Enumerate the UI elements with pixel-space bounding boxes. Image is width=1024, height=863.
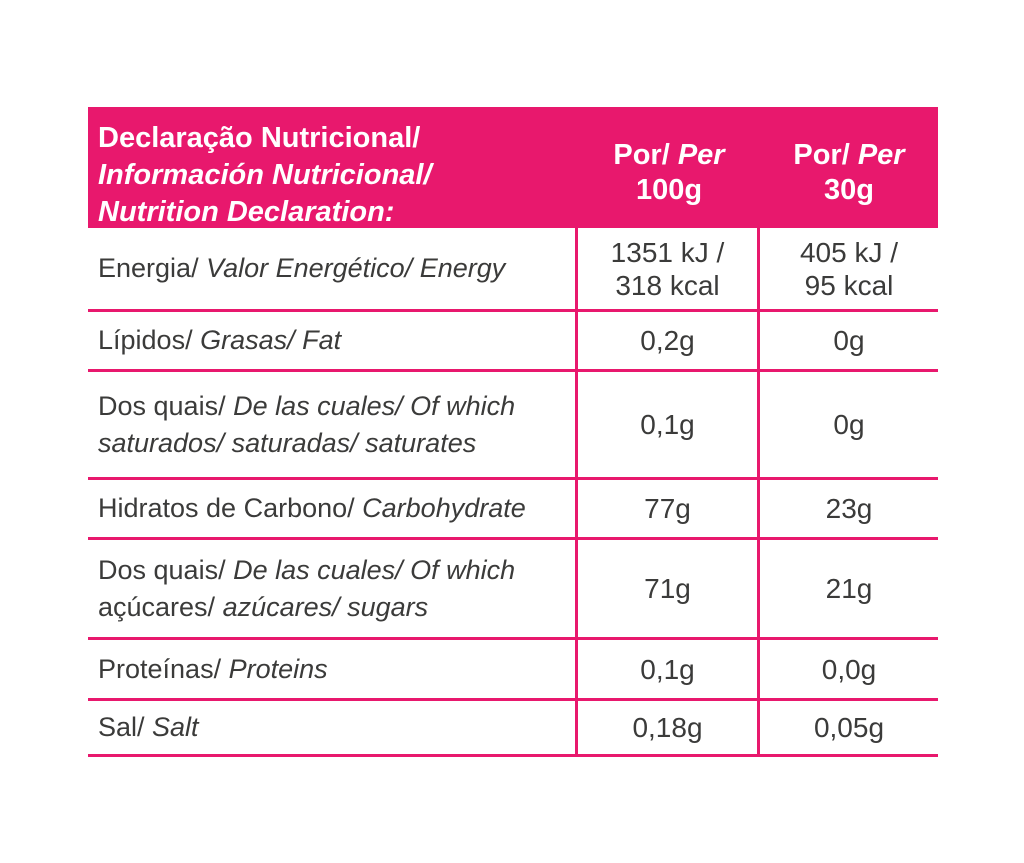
value-per-30g: 0,05g <box>813 712 885 743</box>
column-header-per-30g: Por/ Per 30g <box>760 107 938 228</box>
row-label: Sal/ Salt <box>88 701 578 754</box>
table-row-saturates: Dos quais/ De las cuales/ Of which satur… <box>88 372 938 480</box>
table-row-proteins: Proteínas/ Proteins 0,1g 0,0g <box>88 640 938 701</box>
por-text: Por/ <box>793 138 850 171</box>
value-per-100g: 0,18g <box>578 701 760 754</box>
table-row-salt: Sal/ Salt 0,18g 0,05g <box>88 701 938 757</box>
row-label: Dos quais/ De las cuales/ Of which açúca… <box>88 540 578 637</box>
row-label: Energia/ Valor Energético/ Energy <box>88 228 578 309</box>
table-row-carbohydrate: Hidratos de Carbono/ Carbohydrate 77g 23… <box>88 480 938 540</box>
per-100g-amount: 100g <box>635 173 703 206</box>
value-per-30g: 405 kJ / 95 kcal <box>799 236 899 301</box>
value-per-100g: 1351 kJ / 318 kcal <box>578 228 760 309</box>
table-body: Energia/ Valor Energético/ Energy 1351 k… <box>88 228 938 757</box>
value-per-100g: 77g <box>578 480 760 537</box>
title-line-es: Información Nutricional/ <box>98 159 432 191</box>
value-per-30g: 0g <box>833 325 865 356</box>
value-per-100g: 0,1g <box>578 640 760 698</box>
table-row-energy: Energia/ Valor Energético/ Energy 1351 k… <box>88 228 938 312</box>
row-label: Hidratos de Carbono/ Carbohydrate <box>88 480 578 537</box>
per-text: Per <box>669 138 725 171</box>
per-30g-label: Por/ Per <box>793 138 904 173</box>
table-title: Declaração Nutricional/ Información Nutr… <box>88 107 578 228</box>
row-label: Dos quais/ De las cuales/ Of which satur… <box>88 372 578 477</box>
per-30g-amount: 30g <box>824 173 874 206</box>
row-label: Proteínas/ Proteins <box>88 640 578 698</box>
title-line-pt: Declaração Nutricional/ <box>98 122 421 154</box>
nutrition-table: Declaração Nutricional/ Información Nutr… <box>88 107 938 757</box>
value-per-30g: 21g <box>825 573 873 604</box>
value-per-100g: 0,2g <box>578 312 760 369</box>
value-per-100g: 0,1g <box>578 372 760 477</box>
value-per-30g: 0,0g <box>821 653 877 685</box>
por-text: Por/ <box>613 138 670 171</box>
title-line-en: Nutrition Declaration: <box>98 196 395 228</box>
value-per-30g: 23g <box>825 493 873 524</box>
value-per-100g: 71g <box>578 540 760 637</box>
table-header: Declaração Nutricional/ Información Nutr… <box>88 107 938 228</box>
column-header-per-100g: Por/ Per 100g <box>578 107 760 228</box>
per-100g-label: Por/ Per <box>613 138 724 173</box>
value-per-30g: 0g <box>833 409 865 440</box>
table-row-fat: Lípidos/ Grasas/ Fat 0,2g 0g <box>88 312 938 372</box>
row-label: Lípidos/ Grasas/ Fat <box>88 312 578 369</box>
table-row-sugars: Dos quais/ De las cuales/ Of which açúca… <box>88 540 938 640</box>
per-text: Per <box>849 138 905 171</box>
